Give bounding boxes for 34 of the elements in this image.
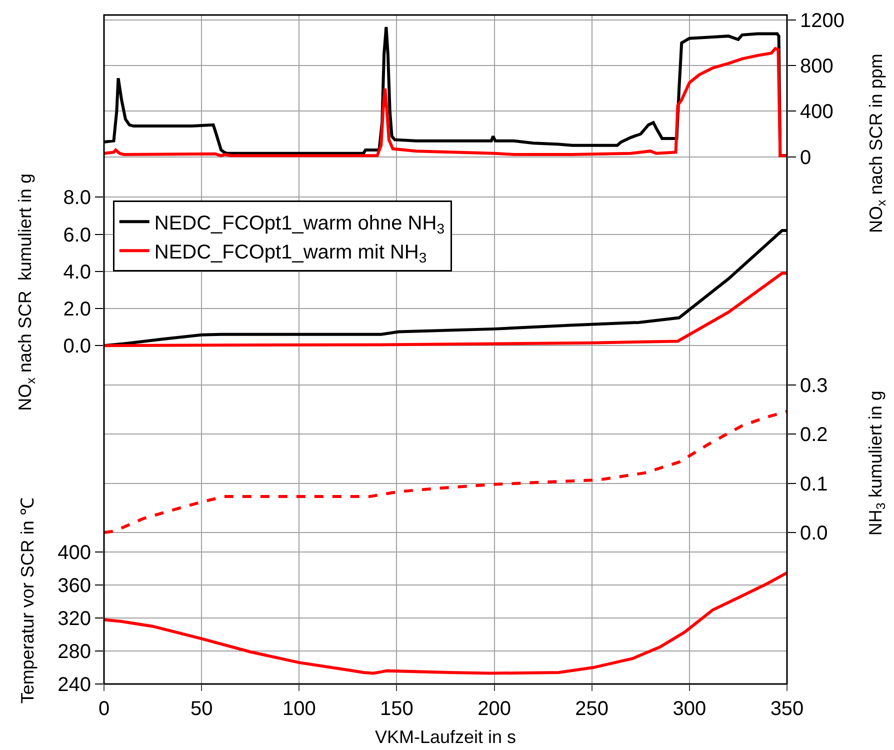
legend-label: NEDC_FCOpt1_warm ohne NH$_{3}$ <box>154 212 445 237</box>
line-series <box>104 47 787 158</box>
y-tick-label: 8.0 <box>63 187 91 210</box>
y2-tick-label: 0 <box>800 146 812 169</box>
y-tick-label: 0.0 <box>63 336 91 358</box>
y2-tick-label: 0.2 <box>800 424 828 446</box>
x-tick-label: 200 <box>478 698 511 720</box>
x-tick-label: 300 <box>672 698 706 720</box>
x-tick-label: 100 <box>282 698 316 720</box>
y-tick-label: 360 <box>58 575 91 598</box>
y2-tick-label: 400 <box>800 101 834 124</box>
line-series <box>104 272 787 348</box>
y2-tick-label: 0.3 <box>800 374 828 397</box>
y2-tick-label: 800 <box>800 56 834 78</box>
y-tick-label: 2.0 <box>63 298 91 321</box>
y-tick-label: 4.0 <box>63 261 91 284</box>
x-tick-label: 250 <box>575 698 609 720</box>
y2-tick-label: 0.1 <box>800 473 828 496</box>
line-series <box>104 571 787 675</box>
y-tick-label: 6.0 <box>63 224 91 246</box>
y-tick-label: 400 <box>58 542 91 564</box>
x-tick-label: 0 <box>98 698 110 720</box>
y2-tick-label: 0.0 <box>800 522 828 544</box>
x-tick-label: 150 <box>380 698 414 720</box>
line-series <box>104 410 787 534</box>
y-axis-title: Temperatur vor SCR in ℃ <box>17 498 38 704</box>
y-tick-label: 320 <box>58 608 91 630</box>
legend-label: NEDC_FCOpt1_warm mit NH$_{3}$ <box>154 241 427 266</box>
y-tick-label: 280 <box>58 641 91 664</box>
x-tick-label: 350 <box>770 698 804 720</box>
y2-tick-label: 1200 <box>800 10 844 32</box>
y-tick-label: 240 <box>58 674 91 696</box>
x-tick-label: 50 <box>190 698 213 720</box>
x-axis-title: VKM-Laufzeit in s <box>375 727 516 747</box>
